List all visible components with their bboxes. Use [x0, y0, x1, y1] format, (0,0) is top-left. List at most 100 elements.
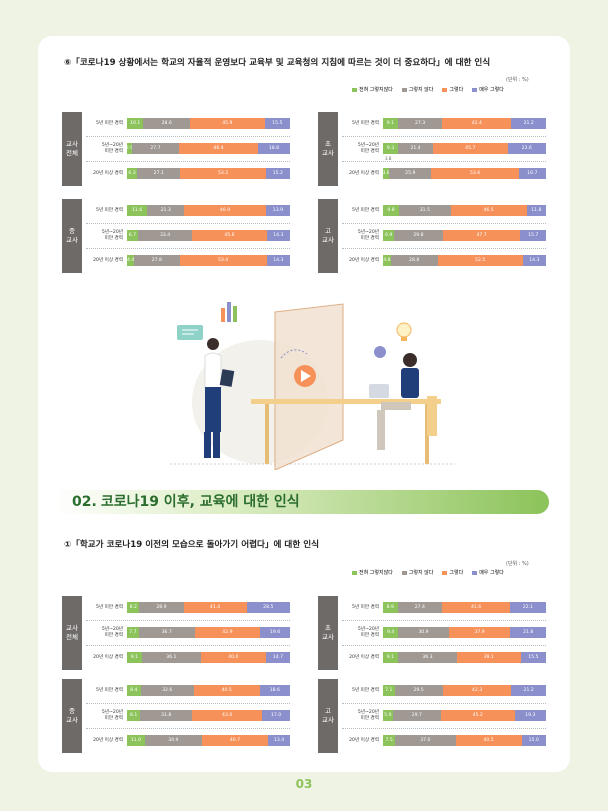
bar-segment: 18.8	[257, 143, 290, 154]
chart-row: 20년 이상 경력 9.1 36.3 39.1 15.5	[340, 650, 546, 665]
row-label: 5년~20년 미만 경력	[357, 143, 379, 154]
bar-segment: 15.5	[264, 118, 290, 129]
bar-segment: 31.8	[140, 710, 193, 721]
stacked-bar: 7.7 36.7 42.9 19.6	[127, 627, 290, 638]
row-divider	[342, 645, 546, 646]
legend-swatch	[352, 87, 357, 92]
bar-segment: 28.8	[390, 255, 438, 266]
row-label: 20년 이상 경력	[93, 170, 123, 176]
bar-segment: 13.9	[265, 205, 290, 216]
legend-label: 전혀 그렇지않다	[359, 87, 393, 93]
chart-row: 5년~20년 미만 경력 6.9 29.8 47.7 15.7	[340, 228, 546, 243]
bar-segment: 32.6	[140, 685, 194, 696]
section-header-02: 02. 코로나19 이후, 교육에 대한 인식	[54, 490, 549, 514]
chart-row: 5년~20년 미만 경력 8.1 31.8 43.0 17.0	[84, 708, 290, 723]
row-label: 5년 미만 경력	[96, 207, 123, 213]
bar-segment: 27.7	[131, 143, 180, 154]
row-label: 5년 미만 경력	[352, 687, 379, 693]
row-label: 5년~20년 미만 경력	[357, 710, 379, 721]
chart-panel-all-teachers-2: 교사 전체 5년 미만 경력 8.2 28.9 41.4 28.5 5년~20년 미만 경력 7.…	[62, 596, 290, 670]
chart-row: 5년 미만 경력 11.6 21.3 46.9 13.9	[84, 203, 290, 218]
lightbulb-icon	[396, 322, 412, 341]
bar-segment: 9.1	[383, 652, 398, 663]
legend-label: 그렇지 않다	[408, 570, 434, 576]
bar-segment: 34.9	[144, 735, 202, 746]
bar-segment: 42.9	[194, 627, 261, 638]
bar-segment: 7.1	[383, 685, 395, 696]
stacked-bar: 6.3 27.1 53.2 15.2	[127, 168, 290, 179]
legend-swatch	[401, 570, 407, 575]
bar-segment: 8.2	[127, 602, 140, 613]
group-label: 초 교사	[318, 112, 338, 186]
chart-panel-all-teachers-1: 교사 전체 5년 미만 경력 10.1 28.6 45.9 15.5 5년~20년 미만 경력 2…	[62, 112, 290, 186]
chart-row: 20년 이상 경력 9.1 36.1 40.0 14.7	[84, 650, 290, 665]
group-label: 중 교사	[62, 199, 82, 273]
legend-item: 전혀 그렇지않다	[352, 86, 393, 93]
bar-segment: 7.7	[127, 627, 139, 638]
bar-segment: 10.1	[127, 118, 144, 129]
bar-segment: 14.3	[522, 255, 546, 266]
bar-chart-icon	[221, 302, 237, 322]
stacked-bar: 11.6 21.3 46.9 13.9	[127, 205, 290, 216]
chart-panel-elementary-1: 초 교사 5년 미만 경력 9.1 27.3 42.4 21.2 5년~20년 미만 경력 9.3…	[318, 112, 546, 186]
legend-1: 전혀 그렇지않다 그렇지 않다 그렇다 매우 그렇다	[352, 86, 504, 93]
bar-segment: 40.7	[201, 735, 269, 746]
bar-segment: 27.4	[397, 602, 443, 613]
chart-row: 20년 이상 경력 4.4 27.8 53.4 14.3	[84, 253, 290, 268]
bar-segment: 31.5	[399, 205, 451, 216]
group-label: 초 교사	[318, 596, 338, 670]
bar-segment: 8.1	[127, 710, 141, 721]
row-divider	[86, 223, 290, 224]
legend-item: 전혀 그렇지않다	[352, 569, 393, 576]
group-label: 고 교사	[318, 199, 338, 273]
unit-label-2: (단위 : %)	[506, 561, 529, 567]
bar-segment: 36.1	[141, 652, 201, 663]
bar-segment: 40.5	[455, 735, 522, 746]
bar-segment: 37.0	[395, 735, 456, 746]
chart-panel-high-1: 고 교사 5년 미만 경력 9.8 31.5 46.5 11.8 5년~20년 미만 경력 6.9…	[318, 199, 546, 273]
bar-segment: 46.9	[184, 205, 266, 216]
row-label: 5년~20년 미만 경력	[101, 143, 123, 154]
chart-row: 5년~20년 미만 경력 5.9 29.7 45.2 19.3	[340, 708, 546, 723]
stacked-bar: 4.4 27.8 53.4 14.3	[127, 255, 290, 266]
stacked-bar: 8.9 27.4 41.6 22.1	[383, 602, 546, 613]
row-divider	[86, 620, 290, 621]
bar-segment: 19.3	[514, 710, 546, 721]
row-label: 20년 이상 경력	[93, 257, 123, 263]
row-divider	[86, 728, 290, 729]
bar-segment: 11.0	[127, 735, 145, 746]
bar-segment: 23.6	[507, 143, 546, 154]
bar-segment: 6.3	[127, 168, 138, 179]
row-label: 5년 미만 경력	[96, 604, 123, 610]
bar-segment: 21.2	[511, 685, 546, 696]
question-title-1: ⑥「코로나19 상황에서는 학교의 자율적 운영보다 교육부 및 교육청의 지침…	[64, 58, 491, 68]
bar-segment: 11.8	[526, 205, 546, 216]
bar-segment: 3.8	[383, 168, 390, 179]
bar-segment: 8.9	[383, 602, 398, 613]
bar-segment: 53.4	[179, 255, 267, 266]
chart-row: 20년 이상 경력 6.3 27.1 53.2 15.2	[84, 166, 290, 181]
bar-segment: 36.3	[397, 652, 457, 663]
bar-segment: 46.4	[179, 143, 258, 154]
legend-item: 매우 그렇다	[472, 569, 504, 576]
row-divider	[86, 248, 290, 249]
bar-segment: 40.0	[200, 652, 266, 663]
bar-segment: 40.5	[193, 685, 260, 696]
stacked-bar: 3.8 25.9 53.6 16.7	[383, 168, 546, 179]
bar-segment: 5.9	[383, 710, 393, 721]
chart-row: 5년~20년 미만 경력 7.7 36.7 42.9 19.6	[84, 625, 290, 640]
page-number: 03	[295, 777, 313, 791]
row-label: 5년~20년 미만 경력	[101, 710, 123, 721]
legend-label: 매우 그렇다	[479, 87, 504, 93]
row-divider	[342, 136, 546, 137]
row-divider	[342, 223, 546, 224]
legend-2: 전혀 그렇지않다 그렇지 않다 그렇다 매우 그렇다	[352, 569, 504, 576]
row-label: 20년 이상 경력	[349, 170, 379, 176]
bar-segment: 41.6	[442, 602, 510, 613]
row-divider	[342, 620, 546, 621]
stacked-bar: 6.7 33.4 45.6 14.3	[127, 230, 290, 241]
bar-segment: 27.8	[134, 255, 180, 266]
legend-swatch	[442, 87, 448, 92]
chart-row: 5년 미만 경력 9.1 27.3 42.4 21.2	[340, 116, 546, 131]
